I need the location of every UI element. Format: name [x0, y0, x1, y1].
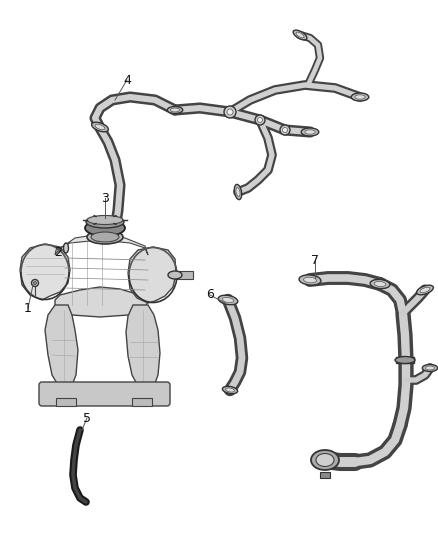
Text: 5: 5: [83, 411, 91, 424]
Ellipse shape: [85, 220, 125, 236]
Ellipse shape: [236, 188, 240, 197]
Ellipse shape: [92, 122, 108, 132]
Bar: [175, 271, 193, 279]
Text: 6: 6: [206, 288, 214, 302]
Ellipse shape: [95, 124, 105, 130]
Circle shape: [227, 109, 233, 115]
Polygon shape: [20, 244, 70, 300]
FancyBboxPatch shape: [39, 382, 170, 406]
Ellipse shape: [170, 108, 180, 112]
Ellipse shape: [32, 279, 39, 287]
Ellipse shape: [311, 450, 339, 470]
Ellipse shape: [87, 230, 123, 244]
Ellipse shape: [301, 128, 319, 136]
Bar: [56, 398, 76, 406]
Ellipse shape: [296, 32, 304, 38]
Ellipse shape: [223, 386, 237, 394]
Circle shape: [280, 125, 290, 135]
Ellipse shape: [370, 279, 390, 288]
Ellipse shape: [422, 365, 438, 372]
Bar: [132, 398, 152, 406]
Text: 2: 2: [54, 246, 62, 259]
Ellipse shape: [218, 295, 238, 305]
Ellipse shape: [87, 215, 123, 224]
Circle shape: [224, 106, 236, 118]
Circle shape: [283, 127, 287, 133]
Ellipse shape: [226, 388, 234, 392]
Bar: [396, 357, 414, 363]
Text: 4: 4: [123, 74, 131, 86]
Ellipse shape: [86, 216, 124, 228]
Text: 1: 1: [24, 302, 32, 314]
Polygon shape: [55, 287, 148, 317]
Circle shape: [258, 117, 262, 123]
Polygon shape: [126, 305, 160, 389]
Bar: [320, 472, 330, 478]
Ellipse shape: [395, 357, 415, 364]
Ellipse shape: [293, 30, 307, 40]
Ellipse shape: [234, 184, 242, 199]
Ellipse shape: [64, 243, 68, 253]
Ellipse shape: [420, 287, 430, 293]
Ellipse shape: [316, 454, 334, 466]
Ellipse shape: [305, 130, 315, 134]
Ellipse shape: [91, 232, 119, 242]
Ellipse shape: [167, 107, 183, 114]
Ellipse shape: [355, 95, 365, 99]
Ellipse shape: [33, 281, 36, 285]
Ellipse shape: [425, 366, 434, 370]
Circle shape: [255, 115, 265, 125]
Ellipse shape: [299, 275, 321, 285]
Polygon shape: [128, 247, 176, 303]
Ellipse shape: [351, 93, 369, 101]
Ellipse shape: [374, 281, 386, 287]
Ellipse shape: [168, 271, 182, 279]
Text: 3: 3: [101, 191, 109, 205]
Polygon shape: [55, 234, 148, 255]
Ellipse shape: [417, 285, 433, 295]
Ellipse shape: [222, 297, 234, 303]
Polygon shape: [45, 305, 78, 388]
Text: 7: 7: [311, 254, 319, 266]
Ellipse shape: [304, 277, 317, 283]
